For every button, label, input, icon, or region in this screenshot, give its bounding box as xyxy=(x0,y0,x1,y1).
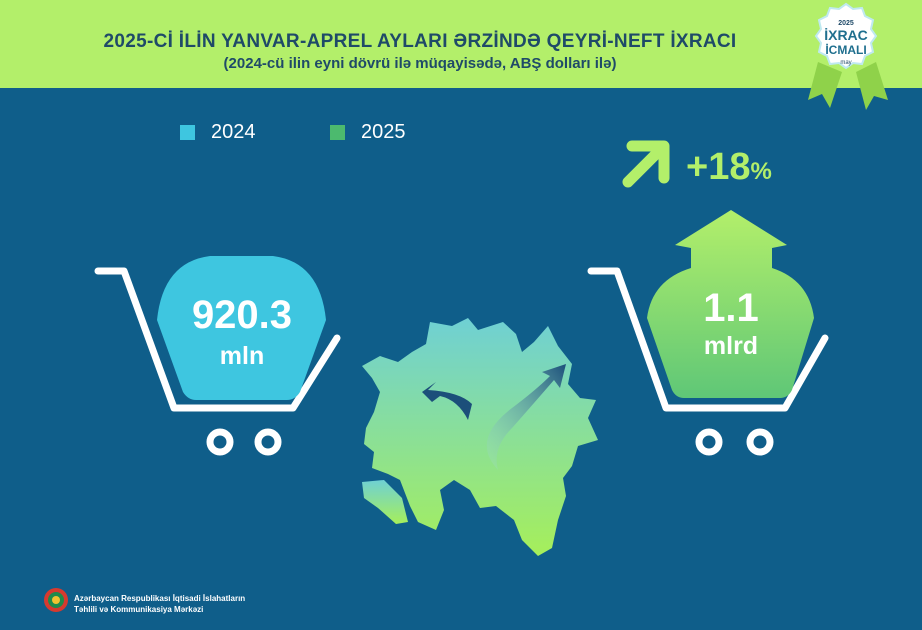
bar-2024 xyxy=(157,256,326,400)
value-label-2024: 920.3 xyxy=(191,293,293,337)
page-title: 2025-Cİ İLİN YANVAR-APREL AYLARI ƏRZİNDƏ… xyxy=(103,31,737,52)
cart-2024-icon xyxy=(94,267,341,456)
value-label-2025: 1.1 xyxy=(703,286,759,330)
map-arrow-right-icon xyxy=(486,364,566,470)
bar-2025 xyxy=(647,210,814,398)
badge-line1: İXRAC xyxy=(824,27,868,43)
footer-organization: Azərbaycan Respublikası İqtisadi İslahat… xyxy=(74,593,245,615)
legend-swatch-2024 xyxy=(180,124,195,140)
unit-label-2025: mlrd xyxy=(703,332,759,360)
header-bar xyxy=(0,0,922,88)
nakhchivan-map-icon xyxy=(362,480,408,524)
legend-label-2025: 2025 xyxy=(361,120,406,143)
legend-label-2024: 2024 xyxy=(211,120,256,143)
badge-line2: İCMALI xyxy=(825,42,866,57)
badge-ribbon-icon xyxy=(808,2,888,110)
legend-item-2024: 2024 xyxy=(180,121,256,143)
growth-percent: +18% xyxy=(686,146,772,189)
badge-month: may xyxy=(840,60,851,66)
legend-item-2025: 2025 xyxy=(330,121,406,143)
legend-swatch-2025 xyxy=(330,124,345,140)
growth-value: +18 xyxy=(686,146,751,188)
unit-label-2024: mln xyxy=(219,342,265,370)
footer-line2: Təhlili və Kommunikasiya Mərkəzi xyxy=(74,605,204,614)
azerbaijan-map-icon xyxy=(362,318,598,556)
footer-line1: Azərbaycan Respublikası İqtisadi İslahat… xyxy=(74,594,246,603)
growth-suffix: % xyxy=(750,158,772,185)
cart-2025-icon xyxy=(587,267,829,456)
map-arrow-left-icon xyxy=(422,382,472,420)
badge-year: 2025 xyxy=(838,20,854,27)
page-subtitle: (2024-cü ilin eyni dövrü ilə müqayisədə,… xyxy=(223,55,617,72)
emblem-icon xyxy=(44,588,68,612)
growth-arrow-icon xyxy=(622,140,670,188)
